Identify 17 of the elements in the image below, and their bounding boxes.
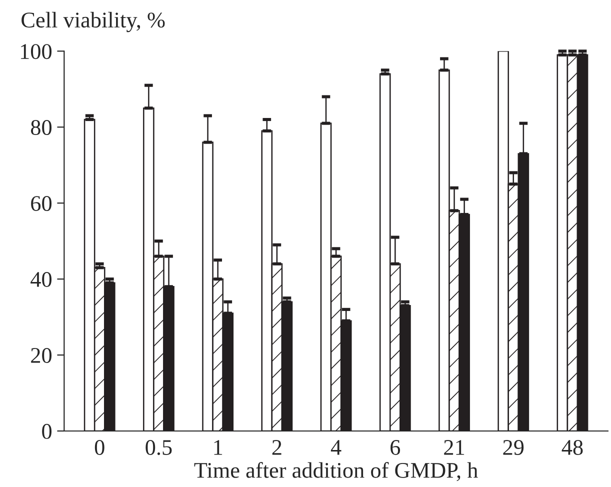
x-tick-label: 4 [330, 440, 342, 455]
y-tick-label: 40 [30, 272, 52, 287]
y-tick-label: 80 [30, 120, 52, 136]
y-tick-label: 60 [31, 196, 52, 212]
x-tick-label: 0.5 [146, 440, 172, 456]
x-tick-label: 48 [562, 440, 583, 455]
y-tick-label: 100 [20, 44, 52, 60]
x-tick-label: 21 [444, 440, 464, 455]
y-axis-title: Cell viability, % [22, 12, 165, 32]
y-tick-label: 20 [31, 348, 52, 363]
x-tick-label: 0 [94, 440, 104, 455]
y-tick-label: 0 [42, 424, 52, 439]
x-tick-label: 29 [503, 440, 524, 455]
x-tick-label: 6 [390, 440, 400, 455]
x-tick-label: 2 [272, 440, 282, 455]
x-tick-label: 1 [214, 440, 222, 455]
x-axis-title: Time after addition of GMDP, h [194, 462, 478, 482]
